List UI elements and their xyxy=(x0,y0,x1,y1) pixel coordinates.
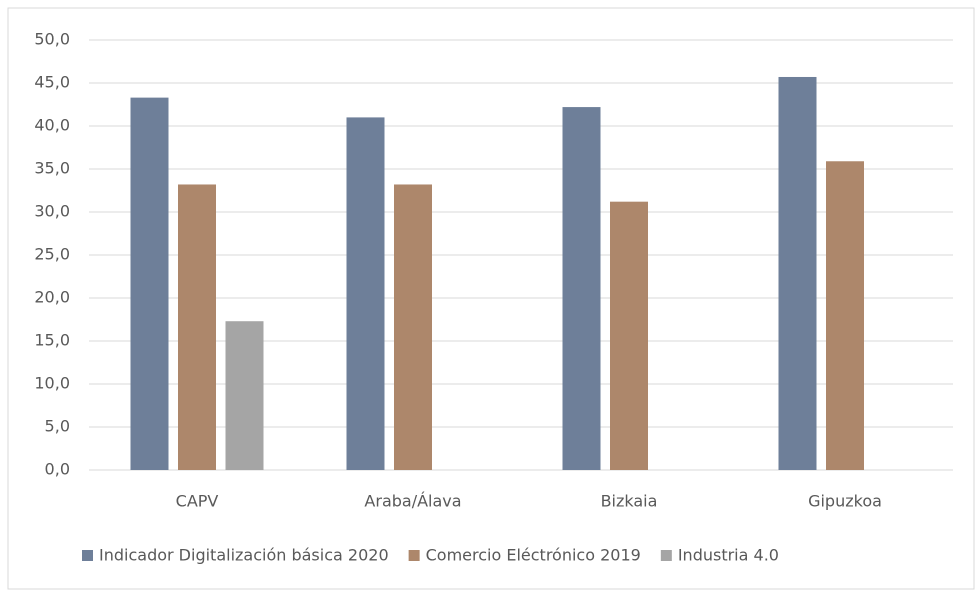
bar xyxy=(610,201,648,470)
y-tick-label: 0,0 xyxy=(45,460,70,479)
x-tick-label: Gipuzkoa xyxy=(808,492,882,511)
y-tick-label: 25,0 xyxy=(34,245,70,264)
bar xyxy=(346,117,385,471)
bar xyxy=(562,107,601,470)
x-tick-label: Araba/Álava xyxy=(364,492,461,511)
legend-marker xyxy=(408,550,420,561)
x-tick-label: CAPV xyxy=(176,492,219,511)
legend-marker xyxy=(660,550,672,561)
y-tick-label: 40,0 xyxy=(34,116,70,135)
bar xyxy=(225,321,264,470)
y-tick-label: 30,0 xyxy=(34,202,70,221)
y-tick-label: 20,0 xyxy=(34,288,70,307)
legend-label: Indicador Digitalización básica 2020 xyxy=(99,546,389,565)
bar xyxy=(178,184,216,471)
bar xyxy=(826,161,864,470)
y-tick-label: 45,0 xyxy=(34,73,70,92)
legend-label: Industria 4.0 xyxy=(678,546,779,565)
legend-marker xyxy=(82,550,93,561)
y-tick-label: 10,0 xyxy=(34,374,70,393)
bar xyxy=(130,97,169,471)
y-tick-label: 35,0 xyxy=(34,159,70,178)
legend-label: Comercio Eléctrónico 2019 xyxy=(426,546,641,565)
bar xyxy=(778,76,817,470)
bar xyxy=(394,184,432,471)
y-tick-label: 5,0 xyxy=(45,417,70,436)
y-tick-label: 50,0 xyxy=(34,30,70,49)
x-tick-label: Bizkaia xyxy=(601,492,658,511)
y-tick-label: 15,0 xyxy=(34,331,70,350)
